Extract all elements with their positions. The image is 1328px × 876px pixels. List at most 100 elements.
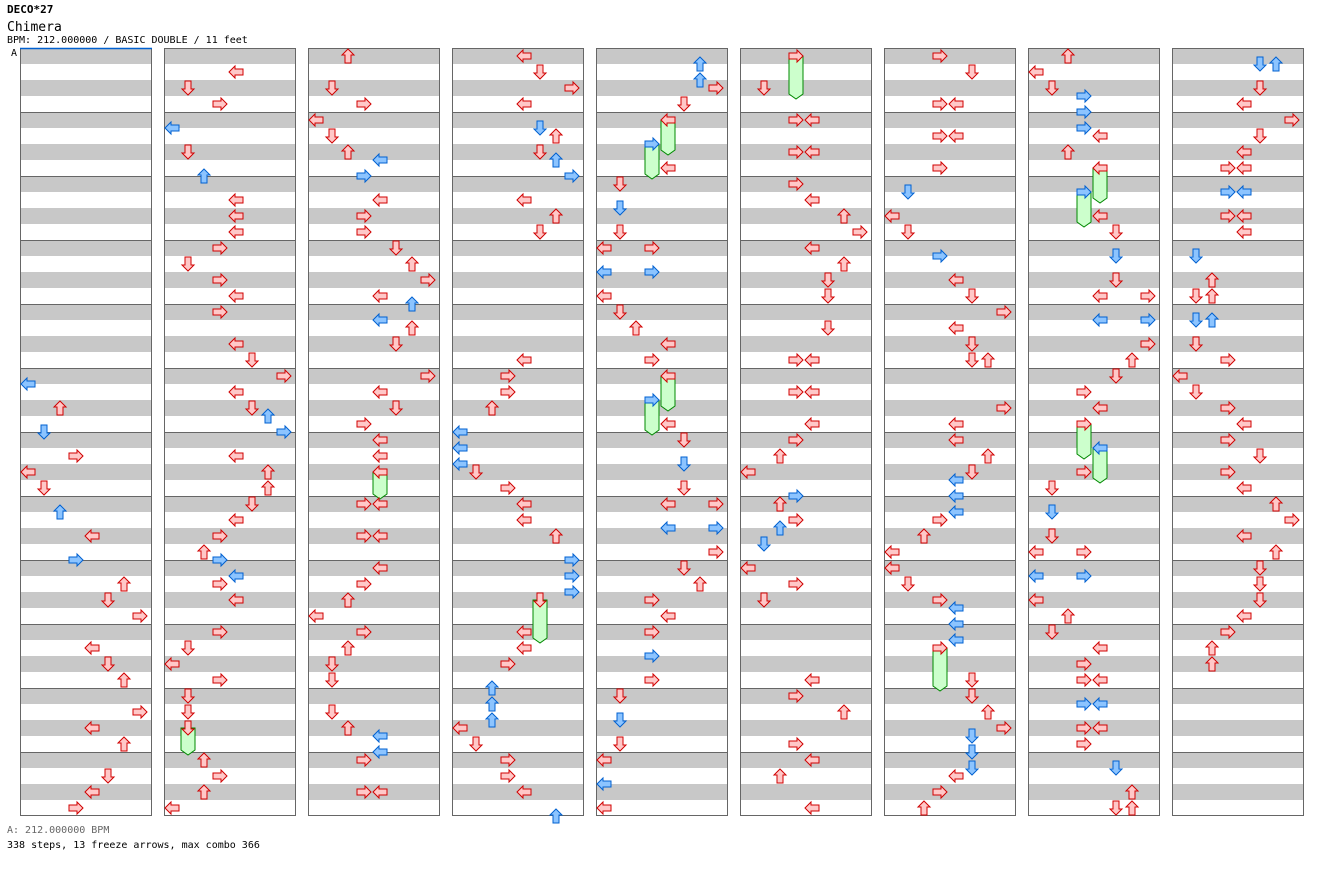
arrow-left-icon (84, 720, 100, 736)
arrow-down-icon (100, 656, 116, 672)
beat-stripe (164, 624, 296, 640)
arrow-right-icon (1076, 104, 1092, 120)
arrow-right-icon (644, 136, 660, 152)
arrow-left-icon (1092, 288, 1108, 304)
arrow-down-icon (1108, 248, 1124, 264)
arrow-up-icon (772, 768, 788, 784)
arrow-left-icon (948, 488, 964, 504)
arrow-right-icon (132, 704, 148, 720)
beat-stripe (452, 112, 584, 128)
arrow-right-icon (932, 96, 948, 112)
arrow-down-icon (964, 336, 980, 352)
arrow-up-icon (484, 680, 500, 696)
arrow-up-icon (1060, 48, 1076, 64)
arrow-left-icon (948, 128, 964, 144)
arrow-right-icon (1220, 208, 1236, 224)
arrow-right-icon (420, 368, 436, 384)
arrow-left-icon (1172, 368, 1188, 384)
arrow-up-icon (1124, 800, 1140, 816)
beat-stripe (884, 48, 1016, 64)
arrow-down-icon (36, 480, 52, 496)
arrow-down-icon (964, 288, 980, 304)
arrow-down-icon (1044, 80, 1060, 96)
arrow-left-icon (948, 432, 964, 448)
arrow-right-icon (1284, 512, 1300, 528)
arrow-left-icon (1092, 696, 1108, 712)
arrow-up-icon (116, 736, 132, 752)
arrow-right-icon (644, 624, 660, 640)
arrow-right-icon (276, 424, 292, 440)
chart-column (308, 48, 440, 816)
arrow-left-icon (228, 592, 244, 608)
chart-column (452, 48, 584, 824)
arrow-down-icon (964, 352, 980, 368)
arrow-right-icon (500, 384, 516, 400)
arrow-right-icon (1076, 672, 1092, 688)
beat-stripe (1028, 688, 1160, 704)
arrow-right-icon (500, 656, 516, 672)
beat-stripe (740, 592, 872, 608)
arrow-up-icon (404, 296, 420, 312)
arrow-right-icon (1220, 352, 1236, 368)
arrow-up-icon (772, 496, 788, 512)
arrow-left-icon (516, 96, 532, 112)
arrow-right-icon (356, 752, 372, 768)
beat-stripe (452, 80, 584, 96)
beat-stripe (1172, 432, 1304, 448)
beat-stripe (308, 112, 440, 128)
arrow-down-icon (180, 688, 196, 704)
beat-stripe (884, 528, 1016, 544)
arrow-right-icon (708, 496, 724, 512)
arrow-right-icon (644, 672, 660, 688)
arrow-down-icon (1044, 624, 1060, 640)
arrow-left-icon (884, 544, 900, 560)
beat-stripe (308, 208, 440, 224)
arrow-right-icon (564, 168, 580, 184)
chart-column (740, 48, 872, 816)
arrow-right-icon (1220, 464, 1236, 480)
beat-stripe (452, 752, 584, 768)
arrow-right-icon (564, 80, 580, 96)
arrow-down-icon (388, 240, 404, 256)
arrow-left-icon (804, 384, 820, 400)
arrow-left-icon (660, 520, 676, 536)
freeze-arrow-right (1076, 191, 1092, 228)
freeze-arrow-down (180, 727, 196, 756)
beat-stripe (1028, 48, 1160, 64)
beat-stripe (308, 336, 440, 352)
arrow-right-icon (996, 720, 1012, 736)
arrow-right-icon (932, 592, 948, 608)
arrow-left-icon (372, 152, 388, 168)
arrow-down-icon (964, 464, 980, 480)
arrow-right-icon (1076, 384, 1092, 400)
arrow-left-icon (1236, 208, 1252, 224)
beat-stripe (884, 496, 1016, 512)
arrow-left-icon (740, 560, 756, 576)
arrow-left-icon (1092, 440, 1108, 456)
arrow-down-icon (820, 272, 836, 288)
chart-column (164, 48, 296, 816)
freeze-arrow-right (644, 399, 660, 436)
arrow-right-icon (644, 592, 660, 608)
beat-stripe (164, 368, 296, 384)
beat-stripe (740, 528, 872, 544)
arrow-right-icon (1076, 184, 1092, 200)
arrow-up-icon (548, 128, 564, 144)
arrow-right-icon (788, 48, 804, 64)
beat-stripe (884, 560, 1016, 576)
beat-stripe (1172, 240, 1304, 256)
arrow-left-icon (164, 656, 180, 672)
arrow-left-icon (1028, 568, 1044, 584)
beat-stripe (452, 720, 584, 736)
beat-stripe (1172, 112, 1304, 128)
arrow-left-icon (228, 192, 244, 208)
arrow-right-icon (356, 496, 372, 512)
freeze-arrow-left (1092, 167, 1108, 204)
beat-stripe (308, 688, 440, 704)
beat-stripe (164, 784, 296, 800)
arrow-up-icon (980, 352, 996, 368)
arrow-right-icon (708, 544, 724, 560)
arrow-down-icon (180, 720, 196, 736)
beat-stripe (740, 784, 872, 800)
